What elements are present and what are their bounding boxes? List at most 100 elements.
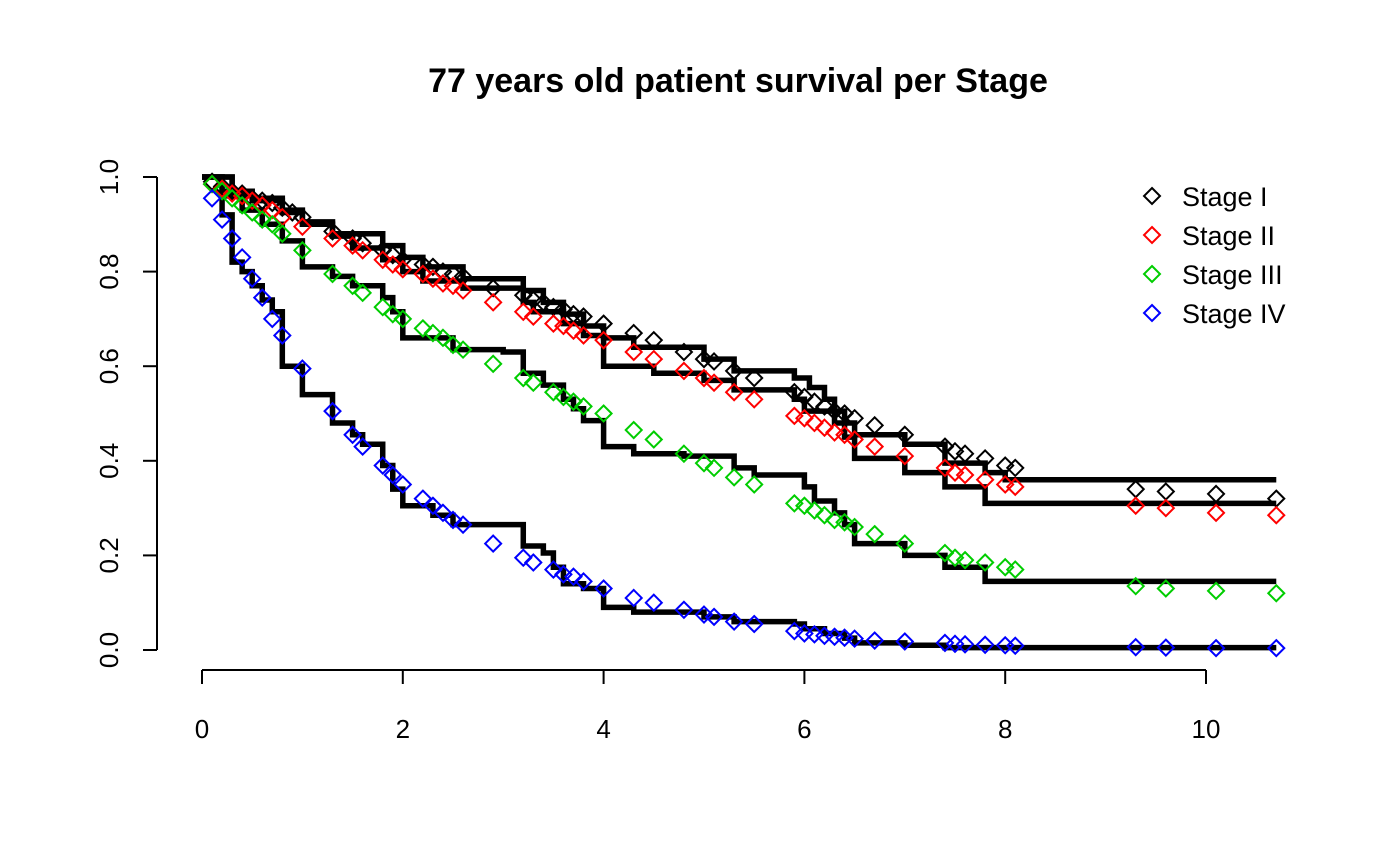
data-point <box>212 177 232 196</box>
data-point <box>523 307 543 326</box>
data-point <box>323 264 342 284</box>
data-point <box>794 387 814 407</box>
data-point <box>413 318 433 338</box>
data-point <box>433 503 453 523</box>
data-point <box>292 359 312 378</box>
data-point <box>543 382 563 402</box>
data-point <box>523 373 543 393</box>
data-point <box>945 548 965 568</box>
data-point <box>1156 638 1176 658</box>
data-point <box>815 396 834 416</box>
data-point <box>443 276 463 296</box>
data-point <box>222 229 242 248</box>
data-point <box>674 444 694 464</box>
data-point <box>704 458 724 478</box>
data-point <box>413 255 433 274</box>
data-point <box>1126 479 1146 499</box>
data-point <box>272 326 292 345</box>
data-point <box>945 441 965 461</box>
legend: Stage I Stage II Stage III Stage IV <box>1142 182 1286 329</box>
y-tick-label: 0.0 <box>94 632 124 668</box>
data-point <box>323 229 342 248</box>
data-point <box>373 240 393 260</box>
data-point <box>805 392 824 412</box>
data-point <box>955 634 975 654</box>
data-point <box>1266 505 1286 525</box>
data-point <box>574 307 593 326</box>
data-point <box>453 281 473 300</box>
data-point <box>483 292 503 312</box>
data-point <box>242 203 262 222</box>
data-point <box>212 210 232 229</box>
legend-label: Stage II <box>1182 221 1275 251</box>
data-point <box>955 444 975 464</box>
data-point <box>895 632 915 651</box>
data-point <box>784 382 804 402</box>
data-point <box>423 269 443 289</box>
data-point <box>694 368 714 388</box>
data-point <box>724 467 744 487</box>
data-point <box>975 449 995 468</box>
data-point <box>1266 638 1286 658</box>
data-point <box>373 297 393 317</box>
data-point <box>222 184 242 203</box>
series-stage-iii <box>202 174 1286 603</box>
data-point <box>453 515 473 535</box>
series-stage-iv <box>202 188 1286 658</box>
data-point <box>724 382 744 402</box>
data-point <box>272 198 292 218</box>
data-point <box>975 635 995 655</box>
data-point <box>353 437 373 457</box>
data-point <box>343 276 363 296</box>
data-point <box>825 510 844 530</box>
data-point <box>1126 496 1146 516</box>
data-point <box>644 593 664 613</box>
axes: 0 2 4 6 8 10 0.0 0.2 0.4 0.6 0.8 1.0 <box>94 159 1221 744</box>
data-point <box>242 188 262 208</box>
data-point <box>935 437 955 457</box>
data-point <box>1005 477 1025 497</box>
data-point <box>865 631 885 650</box>
data-point <box>292 240 312 260</box>
data-point <box>433 328 453 348</box>
data-point <box>483 534 503 553</box>
data-point <box>232 186 252 206</box>
data-point <box>624 323 644 343</box>
data-point <box>222 188 242 208</box>
data-point <box>252 195 272 215</box>
data-point <box>744 389 764 409</box>
y-tick-label: 0.2 <box>94 537 124 573</box>
data-point <box>644 430 664 449</box>
data-point <box>443 335 463 355</box>
data-point <box>272 224 292 244</box>
data-point <box>453 266 473 286</box>
data-point <box>262 193 282 213</box>
data-point <box>413 489 433 509</box>
data-point <box>995 475 1015 494</box>
data-point <box>644 330 664 350</box>
data-point <box>845 408 865 428</box>
x-tick-label: 8 <box>998 714 1012 744</box>
data-point <box>574 326 593 345</box>
data-point <box>644 349 664 369</box>
data-point <box>242 191 262 211</box>
data-point <box>513 548 533 568</box>
survival-step-curves <box>202 174 1277 651</box>
data-point <box>282 203 302 222</box>
legend-marker <box>1142 264 1162 284</box>
data-point <box>523 553 543 572</box>
data-point <box>483 278 503 298</box>
data-point <box>825 423 844 442</box>
data-point <box>242 269 262 289</box>
data-point <box>543 314 563 334</box>
data-point <box>935 543 955 563</box>
legend-label: Stage III <box>1182 260 1283 290</box>
data-point <box>353 233 373 253</box>
data-point <box>554 564 573 584</box>
data-point <box>995 557 1015 577</box>
data-point <box>935 458 955 478</box>
data-point <box>433 274 453 293</box>
data-point <box>1126 637 1146 657</box>
data-point <box>594 330 614 350</box>
data-point <box>513 368 533 388</box>
